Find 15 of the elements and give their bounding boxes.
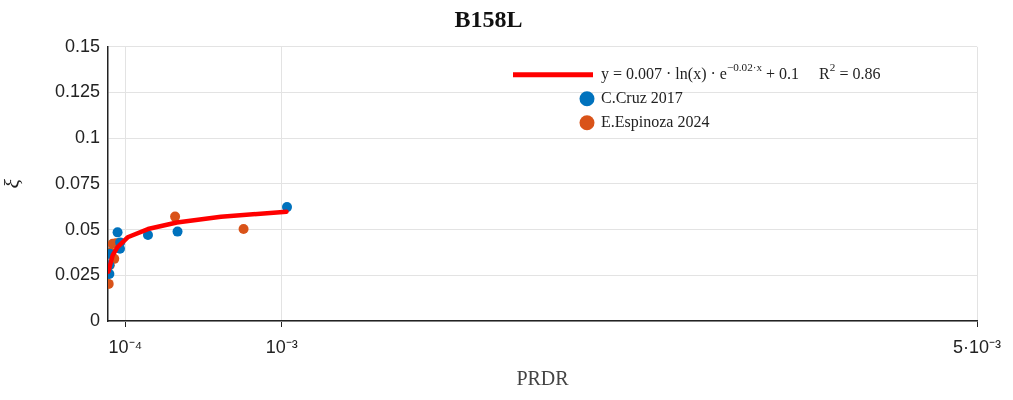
legend-label: C.Cruz 2017 [601, 89, 683, 106]
y-axis-title: ξ [0, 178, 24, 189]
y-tick-label: 0 [89, 309, 100, 330]
y-tick-label: 0.075 [54, 172, 100, 193]
y-tick-label: 0.1 [74, 127, 100, 148]
y-tick-label: 0.025 [54, 264, 100, 285]
x-tick-label: 5·10⁻³ [952, 336, 1002, 357]
y-tick-label: 0.15 [64, 35, 100, 56]
chart-title: B158L [454, 5, 523, 32]
x-tick-label: 10⁻⁴ [108, 336, 143, 357]
y-tick-label: 0.05 [64, 218, 100, 239]
x-tick-label: 10⁻³ [265, 336, 298, 357]
x-axis-title: PRDR [516, 367, 570, 390]
y-tick-label: 0.125 [54, 81, 100, 102]
legend-label: E.Espinoza 2024 [601, 113, 710, 131]
